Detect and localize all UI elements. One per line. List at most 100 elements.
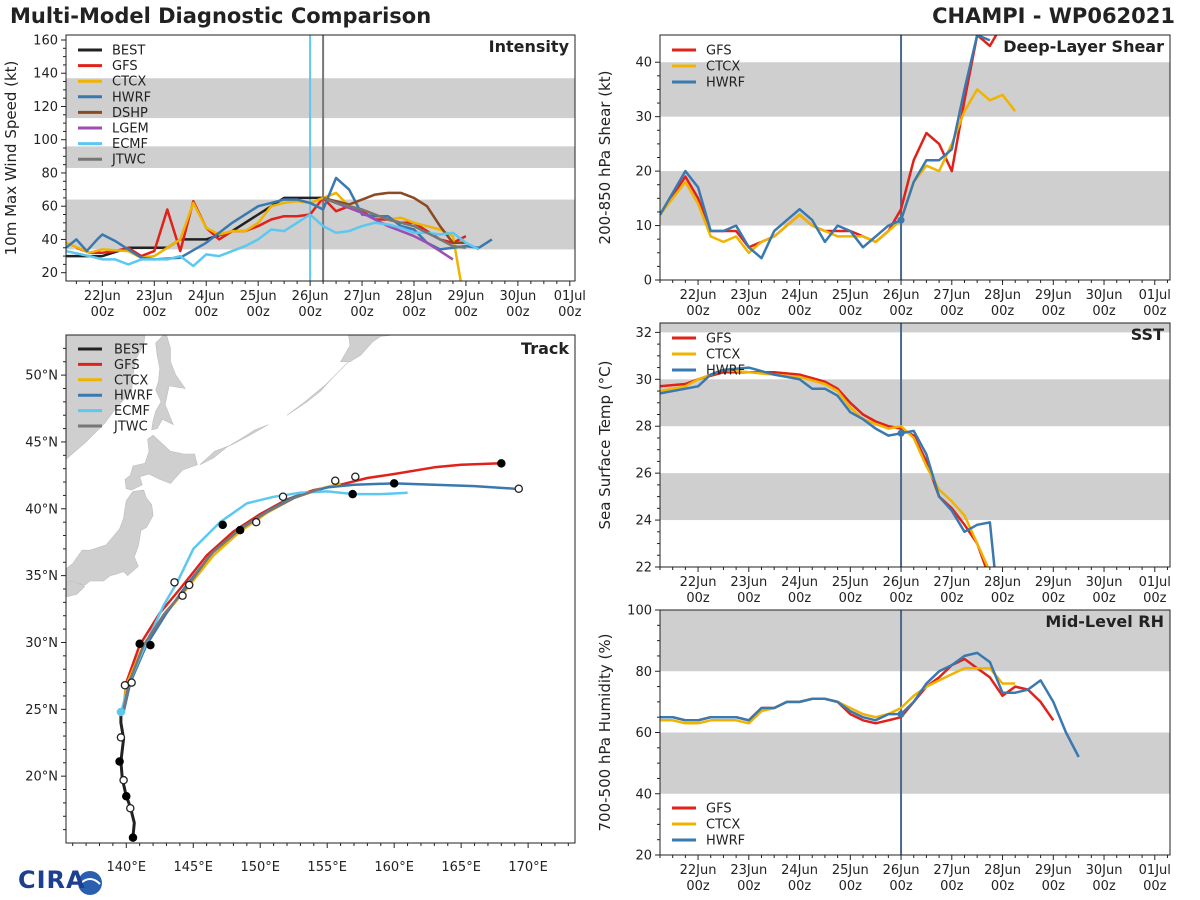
y-tick-label: 35°N xyxy=(25,569,58,584)
y-tick-label: 60 xyxy=(635,726,652,741)
init-point xyxy=(897,710,905,718)
shaded-band xyxy=(66,146,575,168)
legend-label-gfs: GFS xyxy=(706,44,732,59)
x-tick-hour: 00z xyxy=(940,879,964,894)
track-marker xyxy=(218,520,227,530)
track-ctcx xyxy=(122,482,341,710)
track-marker xyxy=(119,775,128,785)
legend-label-ctcx: CTCX xyxy=(112,75,146,90)
x-tick-day: 30Jun xyxy=(1086,575,1123,590)
x-tick-day: 27Jun xyxy=(933,288,970,303)
legend-label-ctcx: CTCX xyxy=(706,60,740,75)
x-tick-hour: 00z xyxy=(991,304,1015,319)
y-tick-label: 30 xyxy=(635,373,652,388)
legend-label-ecmf: ECMF xyxy=(114,404,150,419)
legend-label-jtwc: JTWC xyxy=(113,420,148,435)
legend-label-hwrf: HWRF xyxy=(706,364,745,379)
x-tick-hour: 00z xyxy=(402,305,426,320)
x-tick-day: 22Jun xyxy=(680,288,717,303)
track-marker xyxy=(115,757,124,766)
x-tick-day: 25Jun xyxy=(832,575,869,590)
y-tick-label: 120 xyxy=(33,100,58,115)
track-marker xyxy=(122,791,131,801)
shaded-band xyxy=(660,732,1170,794)
x-tick-day: 26Jun xyxy=(883,288,920,303)
y-tick-label: 0 xyxy=(644,274,652,289)
legend-label-ctcx: CTCX xyxy=(706,818,740,833)
x-tick-hour: 00z xyxy=(298,305,322,320)
track-marker xyxy=(116,733,126,742)
x-tick-hour: 00z xyxy=(686,304,710,319)
x-tick-hour: 00z xyxy=(350,305,374,320)
x-tick-hour: 00z xyxy=(454,305,478,320)
legend-label-ctcx: CTCX xyxy=(114,373,148,388)
shaded-band xyxy=(660,323,1170,333)
x-tick-hour: 00z xyxy=(737,879,761,894)
series-ctcx xyxy=(660,88,1017,255)
x-tick-day: 01Jul xyxy=(1139,575,1171,590)
track-marker xyxy=(251,517,261,527)
x-tick-day: 25Jun xyxy=(832,863,869,878)
x-tick-hour: 00z xyxy=(940,304,964,319)
x-tick-day: 22Jun xyxy=(84,289,121,304)
x-tick-hour: 00z xyxy=(737,304,761,319)
cira-logo: CIRA xyxy=(18,866,86,894)
x-tick-day: 28Jun xyxy=(984,863,1021,878)
land-hokkaido xyxy=(124,434,198,491)
y-tick-label: 45°N xyxy=(25,435,58,450)
legend-label-jtwc: JTWC xyxy=(111,153,146,168)
x-tick-day: 22Jun xyxy=(680,863,717,878)
land-honshu xyxy=(66,489,154,591)
plot-area xyxy=(660,323,1170,567)
x-tick-hour: 00z xyxy=(839,304,863,319)
track-ecmf xyxy=(119,490,408,714)
x-tick-hour: 00z xyxy=(506,305,530,320)
sst-panel: 22242628303222Jun00z23Jun00z24Jun00z25Ju… xyxy=(596,322,1171,606)
y-axis-label: 200-850 hPa Shear (kt) xyxy=(596,71,614,245)
y-tick-label: 25°N xyxy=(25,703,58,718)
series-hwrf xyxy=(660,35,991,260)
land-kuril-south xyxy=(199,424,269,465)
x-tick-day: 27Jun xyxy=(933,575,970,590)
y-tick-label: 20 xyxy=(635,849,652,864)
x-tick-label: 170°E xyxy=(508,860,548,875)
land-mainland xyxy=(66,335,146,460)
legend-label-lgem: LGEM xyxy=(112,122,149,137)
x-tick-hour: 00z xyxy=(788,591,812,606)
series-ctcx xyxy=(66,191,462,281)
logo-swirl-icon xyxy=(79,878,101,885)
x-tick-hour: 00z xyxy=(889,591,913,606)
legend-label-gfs: GFS xyxy=(706,802,732,817)
x-tick-day: 24Jun xyxy=(781,575,818,590)
x-tick-day: 25Jun xyxy=(240,289,277,304)
track-best xyxy=(119,708,136,837)
series-hwrf xyxy=(660,366,996,567)
legend-label-gfs: GFS xyxy=(706,332,732,347)
plot-area xyxy=(660,35,1170,280)
x-tick-day: 23Jun xyxy=(730,575,767,590)
x-tick-hour: 00z xyxy=(1042,879,1066,894)
x-tick-day: 24Jun xyxy=(781,863,818,878)
track-panel: 140°E 145°E 150°E 155°E 160°E 165°E 170°E 20°N 2… xyxy=(25,334,576,875)
x-tick-day: 29Jun xyxy=(1035,288,1072,303)
x-tick-day: 26Jun xyxy=(883,863,920,878)
x-tick-hour: 00z xyxy=(737,591,761,606)
shaded-band xyxy=(66,78,575,119)
x-tick-day: 22Jun xyxy=(680,575,717,590)
x-tick-label: 155°E xyxy=(307,860,347,875)
track-marker xyxy=(235,525,245,535)
y-tick-label: 30 xyxy=(635,110,652,125)
track-marker xyxy=(116,707,126,717)
y-tick-label: 50°N xyxy=(25,369,58,384)
x-tick-hour: 00z xyxy=(788,304,812,319)
x-tick-day: 23Jun xyxy=(730,288,767,303)
x-tick-hour: 00z xyxy=(246,305,270,320)
track-jtwc xyxy=(122,487,321,710)
panel-title: Intensity xyxy=(489,37,570,56)
x-tick-label: 145°E xyxy=(173,860,213,875)
y-tick-label: 20 xyxy=(41,266,58,281)
x-tick-hour: 00z xyxy=(558,305,582,320)
y-axis-label: 10m Max Wind Speed (kt) xyxy=(2,61,20,256)
legend-label-hwrf: HWRF xyxy=(112,90,151,105)
